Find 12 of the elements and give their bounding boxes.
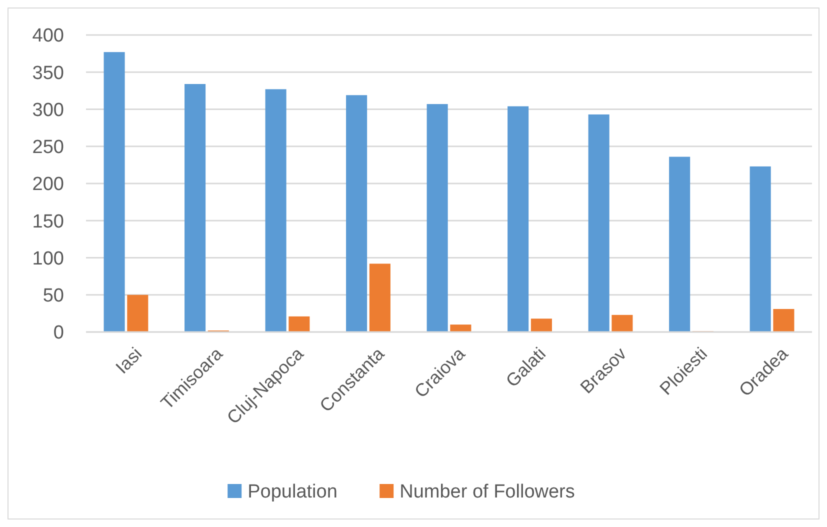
y-tick-label: 250 bbox=[32, 137, 64, 158]
y-tick-label: 400 bbox=[32, 26, 64, 47]
y-tick-label: 150 bbox=[32, 211, 64, 232]
y-tick-label: 350 bbox=[32, 62, 64, 84]
x-tick-label: Iasi bbox=[112, 344, 146, 378]
legend-label: Number of Followers bbox=[400, 482, 575, 503]
y-tick-label: 0 bbox=[53, 322, 64, 344]
y-tick-label: 300 bbox=[32, 100, 64, 121]
y-tick-label: 100 bbox=[32, 248, 64, 270]
y-tick-label: 200 bbox=[32, 174, 64, 196]
legend-label: Population bbox=[248, 482, 338, 503]
y-tick-label: 50 bbox=[42, 286, 64, 307]
